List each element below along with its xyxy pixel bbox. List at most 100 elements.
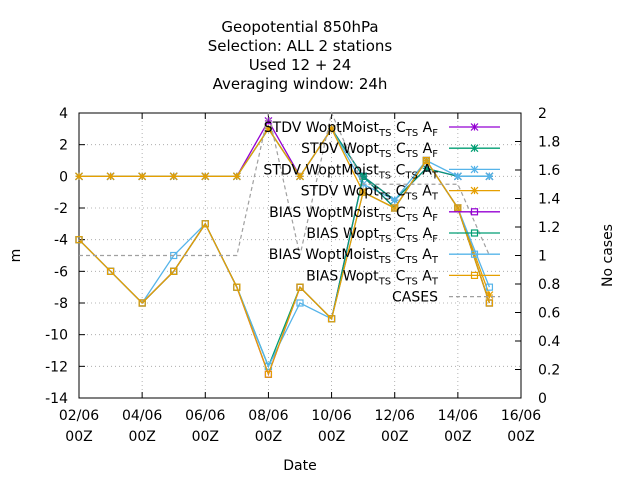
data-point-star xyxy=(232,172,241,181)
data-point-star xyxy=(327,124,336,133)
data-point-square xyxy=(470,208,479,216)
x-axis-label: Date xyxy=(283,458,316,474)
legend-entry-label: STDV WoptTS CTS AT xyxy=(301,184,439,203)
series-group xyxy=(75,111,494,378)
star-stroke xyxy=(232,172,241,181)
y-tick-label: -2 xyxy=(54,201,68,217)
y-tick-label: 2 xyxy=(59,138,68,154)
legend-text-part: C xyxy=(392,120,406,136)
x-tick-label: 00Z xyxy=(507,429,534,445)
y2-axis-label: No cases xyxy=(600,224,616,287)
y2-tick-label: 0.2 xyxy=(538,363,560,379)
y-tick-label: -10 xyxy=(45,328,68,344)
legend-entry-label: CASES xyxy=(392,290,438,306)
y2-tick-label: 1.2 xyxy=(538,220,560,236)
legend-text-part: TS xyxy=(378,128,391,139)
data-point-star xyxy=(75,172,83,181)
legend-text-part: BIAS Wopt xyxy=(306,226,379,242)
data-point-star xyxy=(485,172,494,181)
legend-text-part: T xyxy=(431,255,439,266)
legend-text-part: F xyxy=(432,213,438,224)
x-axis-ticks: 02/06 00Z 04/06 00Z 06/06 00Z 08/06 00Z 10/06 00Z… xyxy=(59,113,541,445)
star-stroke xyxy=(169,172,178,181)
y-tick-label: -14 xyxy=(45,391,68,407)
star-stroke xyxy=(470,144,479,153)
y2-tick-label: 0 xyxy=(538,391,547,407)
legend-entry-label: BIAS WoptMoistTS CTS AF xyxy=(269,205,438,224)
y2-tick-label: 1.4 xyxy=(538,192,560,208)
star-stroke xyxy=(390,196,399,205)
title-line: Averaging window: 24h xyxy=(213,75,388,93)
star-stroke xyxy=(106,172,115,181)
data-point-square xyxy=(454,204,462,212)
legend-text-part: TS xyxy=(378,234,391,245)
x-tick-label: 00Z xyxy=(192,429,219,445)
y2-tick-label: 0.6 xyxy=(538,306,560,322)
legend-text-part: T xyxy=(431,192,439,203)
legend-entry-label: STDV WoptTS CTS AF xyxy=(301,141,438,160)
data-point-star xyxy=(201,172,210,181)
x-tick-label: 02/06 xyxy=(59,408,99,424)
x-tick-label: 00Z xyxy=(65,429,92,445)
legend-entry-label: STDV WoptMoistTS CTS AF xyxy=(264,120,438,139)
title-line: Used 12 + 24 xyxy=(249,56,352,74)
data-point-square xyxy=(233,283,241,291)
data-point-star xyxy=(470,165,479,174)
title-line: Selection: ALL 2 stations xyxy=(208,37,393,55)
y2-tick-label: 0.8 xyxy=(538,277,560,293)
star-stroke xyxy=(75,172,83,181)
y-tick-label: -4 xyxy=(54,233,68,249)
x-tick-label: 00Z xyxy=(255,429,282,445)
legend-text-part: T xyxy=(431,170,439,181)
legend-text-part: TS xyxy=(378,276,391,287)
data-point-square xyxy=(359,188,367,196)
legend-text-part: A xyxy=(418,268,432,284)
star-stroke xyxy=(201,172,210,181)
data-point-square xyxy=(138,299,146,307)
y-tick-label: 4 xyxy=(59,106,68,122)
legend-entry-label: BIAS WoptTS CTS AT xyxy=(306,268,439,287)
legend-text-part: A xyxy=(418,141,432,157)
data-point-star xyxy=(422,164,431,173)
legend-text-part: A xyxy=(418,226,432,242)
data-point-square xyxy=(391,204,399,212)
series xyxy=(79,111,490,257)
y-tick-label: -12 xyxy=(45,359,68,375)
x-tick-label: 10/06 xyxy=(311,408,351,424)
legend-text-part: TS xyxy=(404,276,417,287)
star-stroke xyxy=(470,123,479,131)
x-tick-label: 00Z xyxy=(444,429,471,445)
legend-text-part: C xyxy=(392,226,406,242)
star-stroke xyxy=(264,116,273,125)
legend-text-part: C xyxy=(391,247,405,263)
y2-axis-ticks: 2 1.8 1.6 1.4 1.2 1 0.8 0.6 0.4 0.2 0 xyxy=(515,106,560,407)
legend-text-part: TS xyxy=(378,149,391,160)
data-point-square xyxy=(470,271,479,279)
star-stroke xyxy=(453,172,462,181)
y2-tick-label: 1 xyxy=(538,249,547,265)
legend-text-part: F xyxy=(432,234,438,245)
data-point-star xyxy=(453,172,462,181)
data-point-square xyxy=(106,267,115,275)
legend-text-part: TS xyxy=(404,192,417,203)
legend-text-part: TS xyxy=(405,213,418,224)
y2-tick-label: 0.4 xyxy=(538,334,560,350)
legend-text-part: TS xyxy=(378,213,391,224)
legend-text-part: TS xyxy=(378,192,391,203)
data-point-square xyxy=(485,283,494,291)
data-point-star xyxy=(169,172,178,181)
data-point-star xyxy=(264,124,273,133)
x-tick-label: 00Z xyxy=(128,429,155,445)
y-tick-label: -6 xyxy=(54,264,68,280)
legend-text-part: A xyxy=(418,184,432,200)
legend-text-part: TS xyxy=(405,149,418,160)
legend-text-part: STDV Wopt xyxy=(301,141,379,157)
data-point-square xyxy=(327,315,336,323)
data-point-star xyxy=(138,172,147,181)
legend-text-part: TS xyxy=(405,128,418,139)
data-point-square xyxy=(75,236,83,244)
data-point-square xyxy=(264,370,273,378)
